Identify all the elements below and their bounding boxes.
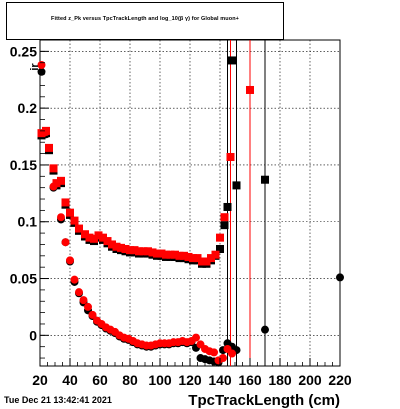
data-point-square (112, 242, 121, 251)
x-tick-label: 160 (238, 372, 262, 388)
title-box: Fitted z_Pk versus TpcTrackLength and lo… (6, 2, 284, 40)
data-point-square (94, 231, 103, 240)
data-point-circle (261, 325, 269, 334)
data-point-circle (84, 302, 92, 311)
data-point-square (52, 179, 61, 188)
grid-layer (40, 40, 340, 366)
data-point-square (85, 233, 94, 242)
data-point-square (45, 143, 53, 152)
data-point-square (61, 198, 70, 207)
chart-title: Fitted z_Pk versus TpcTrackLength and lo… (51, 16, 239, 22)
data-point-square (130, 246, 139, 255)
x-tick-label: 140 (208, 372, 232, 388)
data-point-square (49, 164, 58, 173)
data-point-square (216, 233, 224, 242)
data-point-square (135, 247, 143, 256)
data-point-square (144, 247, 152, 256)
data-point-square (202, 257, 211, 266)
data-point-square (223, 202, 232, 211)
data-point-circle (192, 333, 200, 342)
x-tick-label: 120 (178, 372, 202, 388)
data-point-circle (66, 256, 74, 265)
data-point-square (171, 250, 179, 259)
data-point-circle (70, 275, 79, 284)
data-point-square (232, 181, 241, 190)
x-tick-label: 100 (148, 372, 172, 388)
y-tick-label: 0.1 (18, 214, 38, 230)
x-tick-label: 180 (268, 372, 292, 388)
axis-layer: 20 40 60 80 100 120 140 160 180 200 220 0 0.05 0.1 0.1… (10, 39, 352, 388)
data-point-square (261, 175, 269, 184)
date-stamp: Tue Dec 21 13:42:41 2021 (4, 395, 112, 405)
data-point-square (66, 208, 74, 217)
data-point-square (99, 233, 107, 242)
data-point-square (220, 213, 229, 222)
data-point-circle (88, 310, 97, 319)
data-point-square (193, 254, 202, 263)
data-point-square (37, 129, 46, 138)
y-axis-label-partial: ir (29, 63, 41, 71)
x-tick-label: 200 (298, 372, 322, 388)
data-point-circle (210, 348, 218, 357)
data-point-square (246, 85, 254, 94)
data-point-circle (57, 213, 65, 222)
y-tick-label: 0.2 (18, 100, 38, 116)
data-point-square (162, 250, 170, 259)
data-point-square (157, 249, 166, 258)
data-point-circle (336, 273, 344, 282)
data-point-circle (75, 288, 83, 297)
data-point-circle (61, 238, 70, 247)
data-point-square (57, 176, 65, 185)
data-point-square (228, 56, 236, 65)
data-point-circle (228, 349, 236, 358)
data-point-square (198, 257, 206, 266)
x-tick-label: 80 (122, 372, 138, 388)
data-point-circle (79, 296, 88, 305)
data-point-square (226, 152, 235, 161)
data-point-square (175, 251, 184, 260)
data-point-square (121, 245, 130, 254)
data-point-square (153, 249, 161, 258)
x-tick-label: 20 (32, 372, 48, 388)
data-point-square (139, 247, 148, 256)
data-point-square (103, 237, 112, 246)
data-point-square (81, 230, 89, 239)
data-point-square (90, 234, 98, 243)
data-point-circle (219, 354, 227, 363)
data-point-square (184, 252, 193, 261)
y-tick-label: 0.05 (10, 271, 37, 287)
data-point-square (75, 224, 83, 233)
y-tick-label: 0.25 (10, 43, 37, 59)
x-tick-label: 60 (92, 372, 108, 388)
x-axis-label: TpcTrackLength (cm) (188, 392, 340, 409)
data-point-square (166, 250, 175, 259)
data-point-square (180, 251, 188, 260)
data-point-square (211, 250, 220, 259)
data-point-square (216, 245, 224, 254)
x-tick-label: 220 (328, 372, 352, 388)
data-point-square (70, 216, 79, 225)
data-point-square (207, 254, 215, 263)
data-point-circle (42, 128, 50, 137)
data-point-square (220, 221, 229, 230)
data-point-square (108, 240, 116, 249)
data-point-square (126, 246, 134, 255)
data-point-circle (49, 182, 58, 191)
data-point-square (148, 248, 157, 257)
y-tick-label: 0.15 (10, 157, 37, 173)
data-point-square (117, 243, 125, 252)
x-tick-label: 40 (62, 372, 78, 388)
data-point-square (189, 254, 197, 263)
points-layer (37, 56, 344, 367)
y-tick-label: 0 (29, 327, 37, 343)
